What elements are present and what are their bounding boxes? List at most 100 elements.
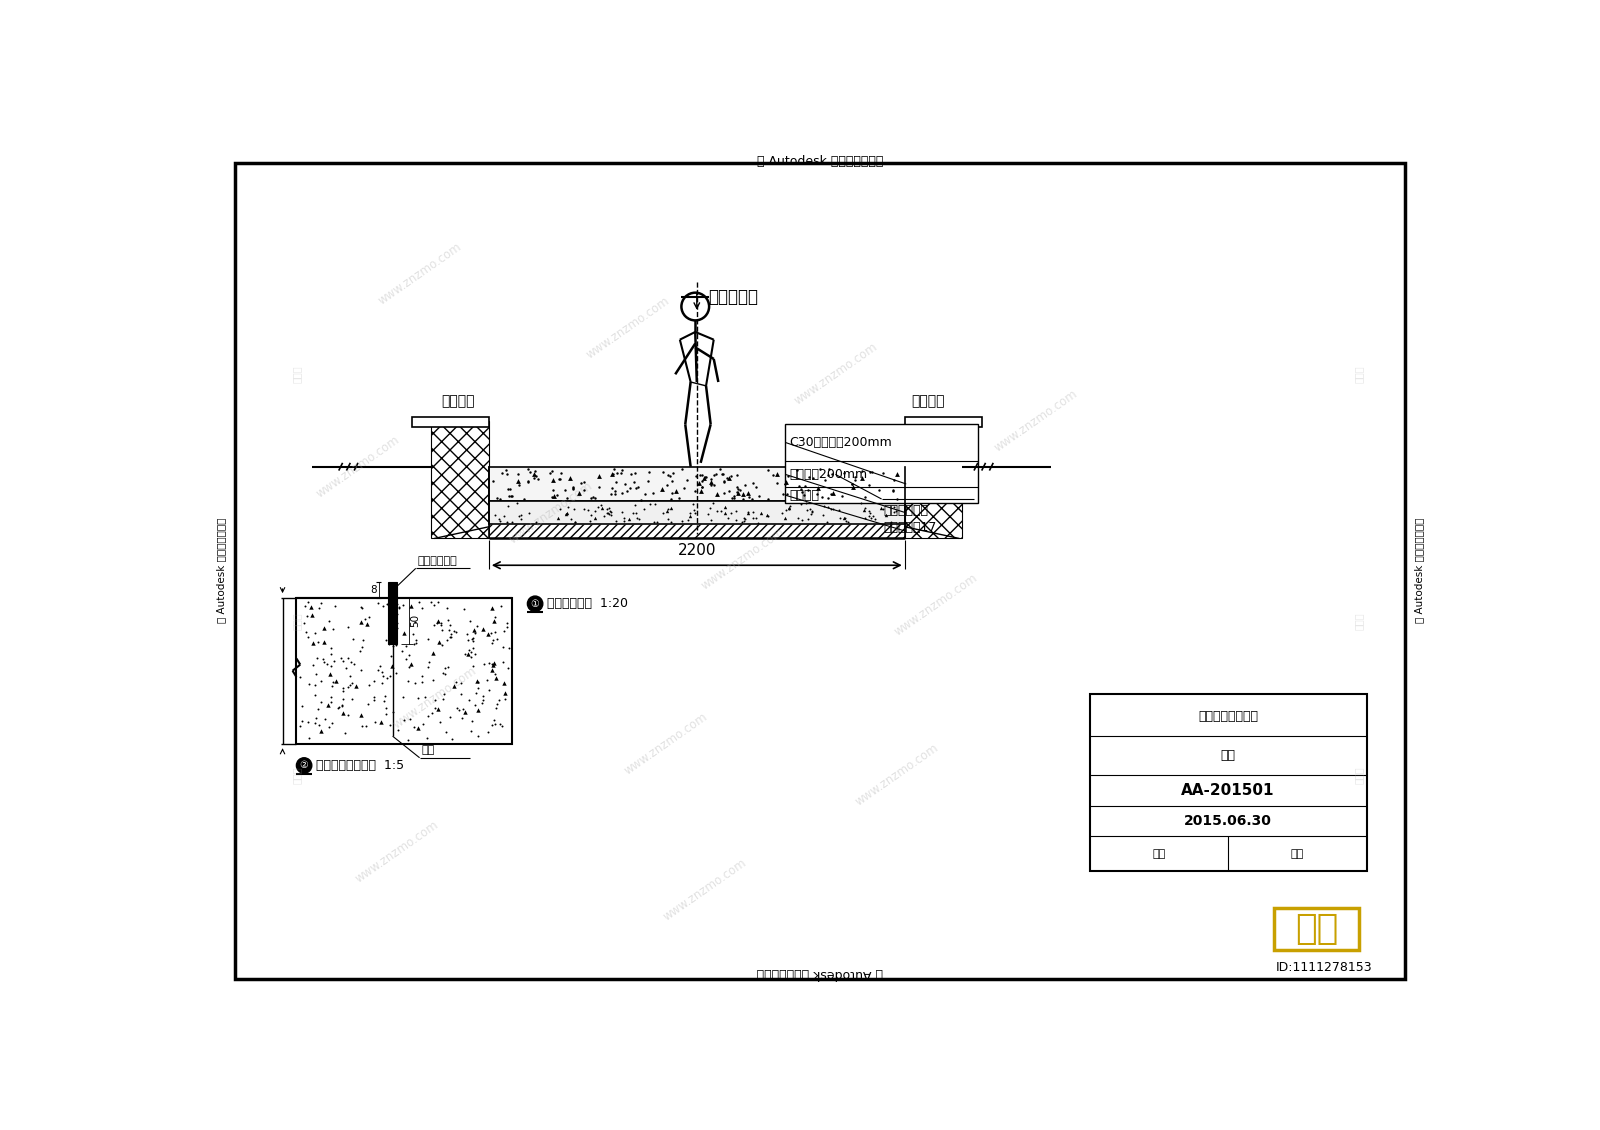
Point: [686, 466, 712, 484]
Point: [386, 721, 411, 739]
Point: [547, 464, 573, 483]
Point: [690, 466, 715, 484]
Point: [517, 462, 542, 480]
Point: [392, 711, 418, 729]
Bar: [490, 502, 904, 524]
Point: [755, 490, 781, 509]
Point: [765, 464, 790, 483]
Text: 原有建筑: 原有建筑: [910, 394, 944, 408]
Point: [326, 698, 352, 716]
Point: [483, 699, 509, 718]
Point: [491, 623, 517, 641]
Text: ID:1111278153: ID:1111278153: [1277, 960, 1373, 974]
Point: [677, 504, 702, 522]
Point: [562, 513, 587, 531]
Point: [666, 489, 691, 507]
Point: [522, 462, 547, 480]
Bar: [490, 524, 904, 538]
Point: [690, 478, 715, 496]
Text: 2015.06.30: 2015.06.30: [1184, 814, 1272, 828]
Point: [320, 620, 346, 638]
Point: [410, 599, 435, 617]
Point: [373, 631, 398, 649]
Point: [709, 466, 734, 484]
Point: [443, 672, 469, 690]
Point: [842, 468, 867, 486]
Text: 天然砂砾200mm: 天然砂砾200mm: [789, 468, 867, 481]
Point: [810, 488, 835, 506]
Point: [637, 495, 662, 513]
Point: [402, 718, 427, 736]
Point: [310, 650, 336, 668]
Point: [331, 690, 357, 709]
Point: [370, 673, 395, 692]
Point: [336, 706, 362, 724]
Point: [710, 464, 736, 483]
Point: [418, 593, 443, 611]
Point: [360, 690, 386, 709]
Point: [480, 655, 506, 673]
Point: [480, 634, 506, 652]
Point: [416, 706, 442, 724]
Point: [704, 466, 730, 484]
Point: [299, 607, 325, 625]
Point: [803, 485, 829, 503]
Text: 知末网: 知末网: [1354, 365, 1363, 383]
Point: [741, 510, 766, 528]
Point: [494, 479, 520, 497]
Text: www.znzmo.com: www.znzmo.com: [584, 295, 672, 362]
Point: [494, 461, 520, 479]
Point: [626, 478, 651, 496]
Point: [434, 599, 459, 617]
Point: [696, 498, 722, 516]
Point: [515, 460, 541, 478]
Point: [763, 475, 789, 493]
Point: [330, 652, 355, 670]
Point: [659, 472, 685, 490]
Point: [602, 481, 627, 499]
Point: [414, 729, 440, 747]
Point: [357, 676, 382, 694]
Point: [870, 501, 896, 519]
Point: [594, 504, 619, 522]
Point: [437, 620, 462, 638]
Point: [442, 677, 467, 695]
Text: www.znzmo.com: www.znzmo.com: [506, 479, 595, 547]
Point: [435, 658, 461, 676]
Point: [403, 631, 429, 649]
Point: [373, 698, 398, 716]
Point: [328, 649, 354, 667]
Point: [610, 503, 635, 521]
Point: [368, 713, 394, 731]
Text: 巷道硬化缩缝大样  1:5: 巷道硬化缩缝大样 1:5: [315, 759, 403, 772]
Point: [362, 688, 387, 706]
Point: [432, 685, 458, 703]
Point: [741, 473, 766, 492]
Point: [400, 635, 426, 653]
Point: [690, 472, 715, 490]
Point: [464, 617, 490, 635]
Text: 法详见项目17: 法详见项目17: [883, 521, 936, 533]
Point: [387, 599, 413, 617]
Point: [718, 504, 744, 522]
Point: [621, 504, 646, 522]
Circle shape: [528, 596, 542, 611]
Point: [725, 478, 750, 496]
Point: [547, 470, 573, 488]
Point: [294, 607, 320, 625]
Point: [416, 658, 442, 676]
Point: [466, 727, 491, 745]
Point: [381, 637, 406, 655]
Text: 知末网: 知末网: [1354, 611, 1363, 629]
Point: [736, 488, 762, 506]
Point: [848, 494, 874, 512]
Circle shape: [296, 758, 312, 773]
Point: [426, 611, 451, 629]
Point: [443, 623, 469, 641]
Point: [370, 597, 395, 615]
Point: [486, 489, 512, 507]
Point: [480, 631, 506, 649]
Point: [438, 627, 464, 645]
Point: [776, 499, 802, 518]
Point: [434, 632, 459, 650]
